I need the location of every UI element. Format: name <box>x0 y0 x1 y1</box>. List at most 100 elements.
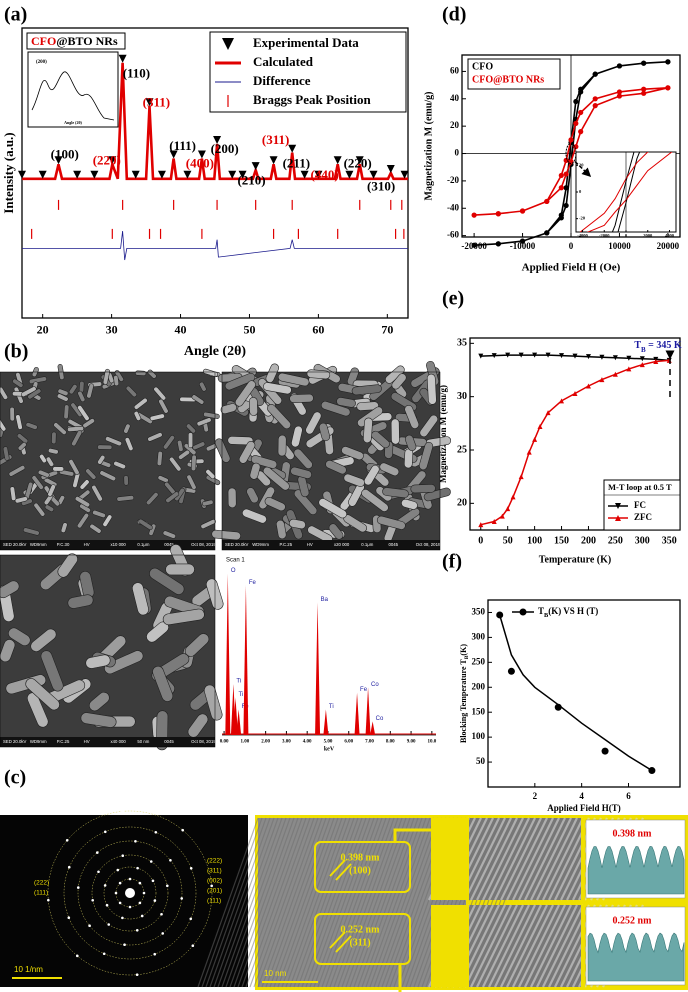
x-tick-label: 8.00 <box>386 740 395 745</box>
peak-label: (220) <box>93 152 121 167</box>
zoom-fringe <box>488 904 530 988</box>
peak-label: (210) <box>237 173 265 188</box>
marker <box>537 424 543 430</box>
marker <box>386 165 395 173</box>
marker <box>615 503 621 509</box>
peak-label: (311) <box>143 94 170 109</box>
sem-rod <box>291 425 303 448</box>
sem-rod <box>125 385 137 398</box>
legend-label: Experimental Data <box>253 35 359 50</box>
marker <box>499 513 505 519</box>
sem-rod <box>410 484 436 494</box>
y-tick-label: 35 <box>457 338 467 349</box>
x-tick-label: 4.00 <box>303 740 312 745</box>
marker <box>54 156 63 165</box>
panel-label: (a) <box>4 4 27 26</box>
peak-label: Fe <box>249 580 257 586</box>
sem-rod <box>44 504 55 512</box>
saed-spot <box>138 901 142 905</box>
zoom-fringe <box>494 904 536 988</box>
marker <box>563 157 569 163</box>
sem-rod <box>276 519 287 540</box>
saed-spot <box>166 884 169 888</box>
sem-caption: 0045 <box>164 542 174 547</box>
sem-rod <box>289 393 314 403</box>
sem-rod <box>113 375 120 387</box>
x-tick-label: 9.00 <box>407 740 416 745</box>
marker <box>510 494 516 500</box>
profile-curve <box>587 845 685 895</box>
sem-caption: P.C.30 <box>57 542 70 547</box>
y-tick-label: -60 <box>447 230 459 240</box>
inset-x-tick-label: 0 <box>625 233 628 238</box>
saed-spot <box>128 905 132 909</box>
marker <box>554 703 562 711</box>
marker <box>545 410 551 416</box>
peak-label: (311) <box>262 132 289 147</box>
lattice-fringe <box>349 817 411 988</box>
sem-rod <box>92 509 106 518</box>
marker <box>300 170 309 179</box>
sem-rod <box>27 388 42 400</box>
inset-frame <box>27 51 119 128</box>
legend-label: ZFC <box>634 512 652 522</box>
x-tick-label: 100 <box>527 535 542 546</box>
marker <box>314 170 323 179</box>
saed-ring <box>77 840 183 946</box>
saed-ring <box>63 826 197 960</box>
y-tick-label: 0 <box>455 148 460 158</box>
sem-rod <box>162 530 176 539</box>
sem-caption: 0045 <box>164 739 174 744</box>
marker <box>616 63 623 69</box>
x-tick-label: 10.0 <box>427 740 436 745</box>
lattice-fringe <box>269 817 331 988</box>
saed-spot <box>210 884 213 888</box>
sem-rod <box>419 414 439 438</box>
y-axis-title: Magnetization M (emu/g) <box>438 385 448 483</box>
lattice-fringe <box>257 817 319 988</box>
sem-rod <box>80 712 117 728</box>
sem-rod <box>293 489 318 515</box>
marker <box>559 398 565 404</box>
y-tick-label: -40 <box>447 202 459 212</box>
saed-spot <box>67 916 71 920</box>
inset-label: Angle (2θ) <box>64 120 82 125</box>
inset-curve <box>31 71 115 121</box>
lattice-fringe <box>225 817 287 988</box>
sem-rod <box>37 469 50 478</box>
marker <box>519 608 527 616</box>
legend-label: CFO@BTO NRs <box>472 74 544 85</box>
lattice-fringe <box>249 817 311 988</box>
marker <box>626 366 632 372</box>
sem-caption: WD9mm <box>252 542 269 547</box>
peak-label: (310) <box>367 178 395 193</box>
sem-rod <box>40 650 64 692</box>
marker <box>572 353 578 359</box>
saed-spot <box>102 952 106 956</box>
legend-title: M-T loop at 0.5 T <box>608 482 672 492</box>
marker <box>572 390 578 396</box>
marker <box>145 98 154 107</box>
sem-caption: SED 20.0kV <box>3 739 27 744</box>
sem-caption: 0.1μm <box>137 542 149 547</box>
zoom-fringe <box>500 904 542 988</box>
scale-label: 10 1/nm <box>14 965 43 974</box>
sem-rod <box>263 382 292 395</box>
marker <box>612 371 618 377</box>
marker <box>648 767 656 775</box>
peak-label: Co <box>371 682 379 688</box>
marker <box>131 170 140 179</box>
sem-rod <box>97 444 113 450</box>
sem-caption: SED 20.0kV <box>3 542 27 547</box>
inset-y-tick-label: -20 <box>579 216 586 221</box>
y-tick-label: -20 <box>447 175 459 185</box>
marker <box>505 506 511 512</box>
sem-caption: x20 000 <box>334 542 350 547</box>
marker <box>169 150 178 159</box>
sem-rod <box>8 627 31 646</box>
sem-rod <box>52 466 65 472</box>
lattice-fringe <box>205 817 267 988</box>
saed-spot <box>138 881 142 885</box>
sem-frame <box>0 371 216 551</box>
